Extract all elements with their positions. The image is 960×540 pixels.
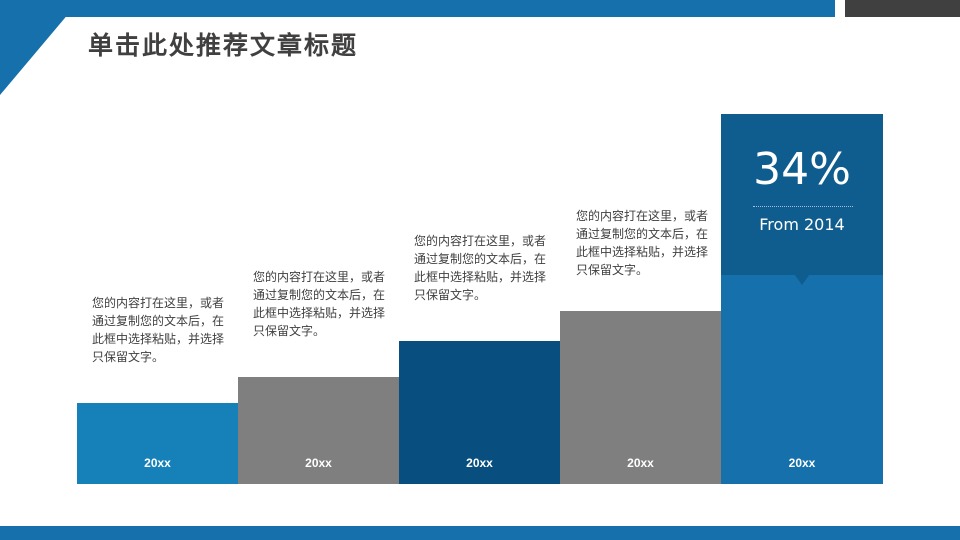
top-accent-bar xyxy=(0,0,835,17)
step-2-description[interactable]: 您的内容打在这里，或者通过复制您的文本后，在此框中选择粘贴，并选择只保留文字。 xyxy=(253,270,386,338)
bar-step-3: 20xx xyxy=(399,341,560,484)
bar-step-1-label: 20xx xyxy=(144,456,171,470)
highlight-callout: 34% From 2014 xyxy=(721,114,883,275)
bar-step-4-label: 20xx xyxy=(627,456,654,470)
bar-step-5-label: 20xx xyxy=(788,456,816,470)
step-3-description[interactable]: 您的内容打在这里，或者通过复制您的文本后，在此框中选择粘贴，并选择只保留文字。 xyxy=(414,234,547,302)
step-1-description[interactable]: 您的内容打在这里，或者通过复制您的文本后，在此框中选择粘贴，并选择只保留文字。 xyxy=(92,296,225,364)
corner-triangle-decoration xyxy=(0,0,80,95)
bar-step-3-label: 20xx xyxy=(466,456,493,470)
highlight-subtitle[interactable]: From 2014 xyxy=(759,215,845,234)
bar-step-4: 20xx xyxy=(560,311,721,484)
callout-pointer-icon xyxy=(795,275,809,285)
bar-step-2-label: 20xx xyxy=(305,456,332,470)
slide-title[interactable]: 单击此处推荐文章标题 xyxy=(88,31,359,60)
highlight-divider xyxy=(753,206,853,207)
step-4-description[interactable]: 您的内容打在这里，或者通过复制您的文本后，在此框中选择粘贴，并选择只保留文字。 xyxy=(576,209,709,277)
highlight-percentage[interactable]: 34% xyxy=(753,144,851,195)
bar-step-1: 20xx xyxy=(77,403,238,484)
bar-step-2: 20xx xyxy=(238,377,399,484)
top-gray-bar xyxy=(845,0,960,17)
bottom-accent-bar xyxy=(0,526,960,540)
bar-step-5: 20xx xyxy=(721,275,883,484)
